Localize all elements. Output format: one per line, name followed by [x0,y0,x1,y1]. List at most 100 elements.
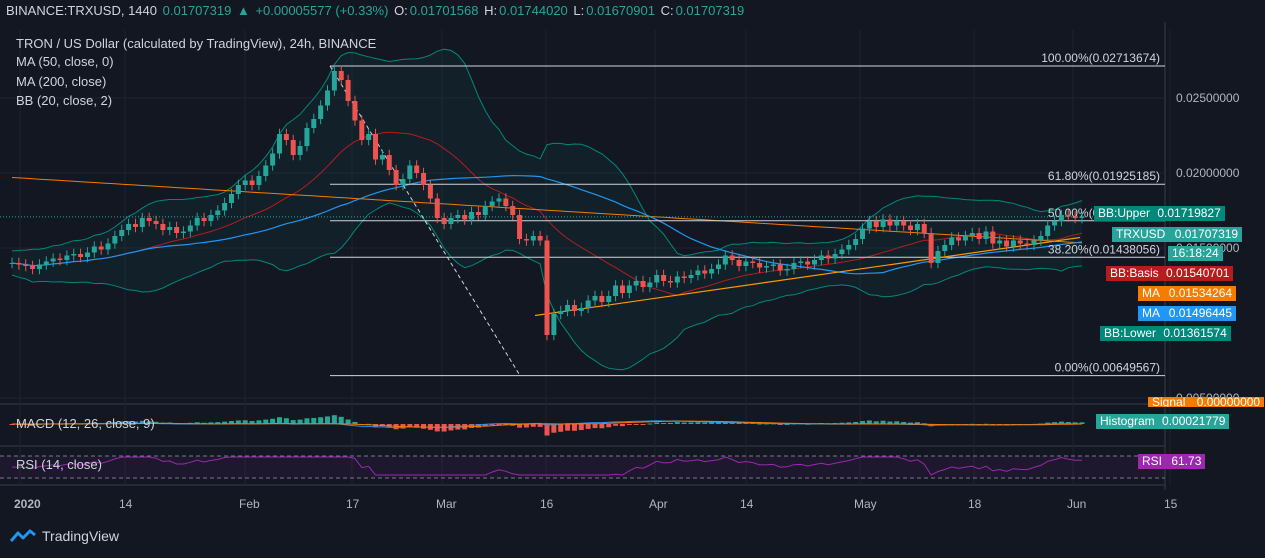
x-tick-label: 14 [740,497,754,511]
high-label: H: [484,3,498,18]
candle-body [64,255,70,260]
macd-histogram-bar [277,417,282,424]
open-label: O: [394,3,408,18]
legend-ma50[interactable]: MA (50, close, 0) [16,54,114,69]
candle-body [325,90,331,106]
macd-histogram-bar [1079,422,1085,424]
candle-body [215,210,221,215]
macd-histogram-bar [469,424,475,428]
macd-histogram-bar [421,424,427,429]
price-chart[interactable]: 2020 14 Feb 17 Mar 16 Apr 14 May 18 Jun 15 0.0250000… [0,22,1265,558]
candle-body [599,296,605,302]
bb-upper-tag: BB:Upper 0.01719827 [1094,206,1225,221]
signal-label: Signal [1152,397,1186,407]
candle-body [571,305,577,311]
candle-body [866,221,872,229]
macd-histogram-bar [860,421,866,424]
macd-histogram-bar [283,418,289,424]
ma200-tag: MA 0.01496445 [1138,306,1237,321]
macd-histogram-bar [846,422,852,424]
macd-histogram-bar [654,422,660,424]
macd-histogram-bar [571,424,577,431]
candle-body [517,215,523,239]
macd-histogram-bar [839,422,845,424]
macd-histogram-bar [414,424,420,428]
candle-body [956,237,962,241]
candle-body [153,221,159,224]
candle-body [1038,236,1044,241]
macd-histogram-bar [215,422,221,424]
price-change: +0.00005577 (+0.33%) [255,3,389,18]
macd-histogram-bar [112,421,118,424]
fib-trend-line [329,65,521,376]
candle-body [805,261,811,265]
candle-body [400,179,406,185]
macd-histogram-bar [242,420,248,424]
candle-body [338,71,344,80]
macd-histogram-bar [619,424,625,427]
candle-body [23,264,29,266]
macd-histogram-bar [606,424,612,428]
candle-body [84,252,90,257]
candle-body [98,246,104,250]
candle-body [36,264,42,269]
candle-body [105,243,111,250]
symbol-name[interactable]: BINANCE:TRXUSD, 1440 [6,3,157,18]
ma50-tag: MA 0.01534264 [1138,286,1237,301]
tradingview-logo[interactable]: TradingView [10,528,119,544]
signal-tag: Signal 0.00000000 [1148,397,1265,407]
macd-histogram-bar [523,424,529,428]
candle-body [750,261,756,263]
last-price: 0.01707319 [162,3,232,18]
macd-histogram-bar [311,417,317,424]
x-tick-label: 18 [968,497,982,511]
macd-histogram-bar [722,421,728,424]
candle-body [880,219,886,227]
candle-body [551,314,557,335]
candle-body [798,261,804,263]
candle-body [894,221,900,226]
candle-body [530,236,536,241]
candle-body [674,276,680,283]
candle-body [743,261,749,266]
macd-histogram-bar [263,419,269,424]
bb-basis-label: BB:Basis [1110,266,1159,280]
macd-histogram-bar [318,417,324,424]
candle-body [626,285,632,293]
candle-body [777,264,783,271]
candle-body [9,263,15,264]
candle-body [1031,240,1037,245]
fib-label: 38.20%(0.01438056) [1048,242,1160,256]
candle-body [16,263,22,265]
candle-body [846,245,852,250]
candle-body [523,239,529,241]
legend-bb[interactable]: BB (20, close, 2) [16,93,113,108]
legend-macd[interactable]: MACD (12, 26, close, 9) [16,416,155,431]
macd-histogram-bar [866,420,872,424]
candle-body [187,225,193,232]
macd-histogram-bar [674,422,680,424]
macd-histogram-bar [715,422,721,424]
candle-body [1010,240,1016,247]
x-tick-label: Mar [436,497,457,511]
rsi-tag: RSI 61.73 [1138,454,1206,469]
macd-histogram-bar [119,421,125,424]
candle-body [242,180,248,185]
macd-histogram-bar [894,421,900,424]
candle-body [832,254,838,259]
macd-histogram-bar [1058,421,1064,424]
legend-rsi[interactable]: RSI (14, close) [16,457,102,472]
candle-body [434,198,440,218]
candle-body [167,227,173,230]
candle-body [256,176,262,185]
candle-body [928,233,934,263]
candle-body [503,198,509,206]
macd-histogram-bar [901,421,907,424]
candle-body [283,134,289,140]
macd-histogram-bar [235,420,241,424]
candle-body [1072,216,1078,218]
candle-body [331,71,337,91]
legend-ma200[interactable]: MA (200, close) [16,74,107,89]
candle-body [475,212,481,215]
candle-body [818,255,824,260]
